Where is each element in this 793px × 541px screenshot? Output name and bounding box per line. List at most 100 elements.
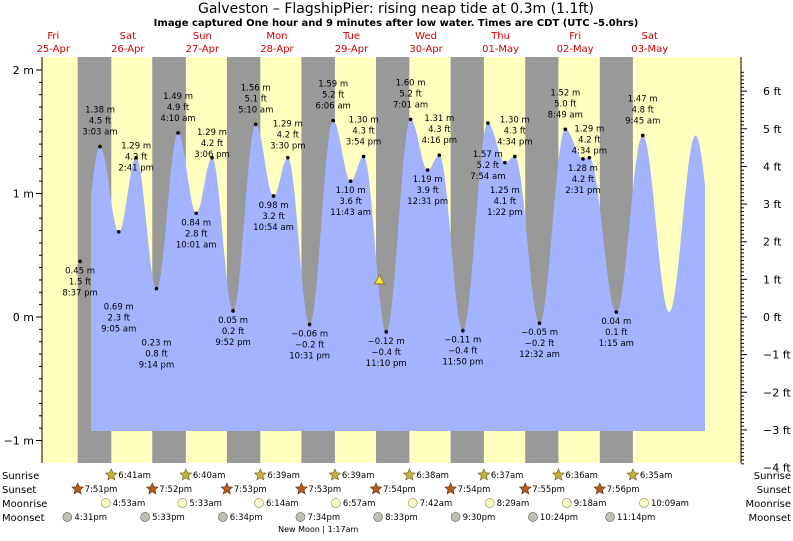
moonrise-time: 7:42am: [420, 499, 453, 509]
tide-label: 4.2 ft: [125, 153, 148, 163]
sunrise-star-icon: [477, 468, 491, 481]
day-date: 26-Apr: [111, 44, 145, 55]
moonset-time: 6:34pm: [230, 513, 263, 523]
day-name: Sat: [642, 31, 658, 42]
tide-label: 4.3 ft: [428, 125, 451, 135]
y-right-tick-label: −4 ft: [763, 462, 791, 475]
moonrise-moon-icon: [330, 498, 341, 508]
tide-label: 1.59 m: [318, 80, 348, 90]
tide-label: 10:31 pm: [289, 351, 330, 361]
sunset-time: 7:51pm: [85, 485, 118, 495]
moonset-moon-icon: [450, 512, 461, 522]
tide-label: 0.1 ft: [605, 328, 628, 338]
plot-area: [42, 57, 741, 463]
tide-label: 4.2 ft: [572, 175, 595, 185]
tide-label: 5.1 ft: [245, 94, 268, 104]
tide-point: [231, 309, 235, 313]
tide-label: 1.29 m: [121, 142, 151, 152]
sunrise-time: 6:35am: [640, 471, 673, 481]
tide-point: [361, 154, 366, 159]
tide-label: 1.19 m: [413, 175, 443, 185]
tide-point: [587, 155, 592, 160]
tide-point: [563, 127, 568, 132]
moonset-moon-icon: [295, 512, 306, 522]
tide-label: 9:14 pm: [139, 360, 174, 370]
moonset-time: 9:30pm: [463, 513, 496, 523]
day-date: 01-May: [482, 44, 519, 55]
day-name: Wed: [415, 31, 437, 42]
y-right-tick-label: 3 ft: [763, 198, 782, 211]
tide-label: 0.45 m: [65, 266, 95, 276]
tide-label: 2.8 ft: [185, 229, 208, 239]
moonset-time: 5:33pm: [152, 513, 185, 523]
y-right-tick-label: 5 ft: [763, 123, 782, 136]
sunset-star-icon: [220, 482, 234, 495]
sunrise-time: 6:38am: [416, 471, 449, 481]
moonrise-time: 6:14am: [266, 499, 299, 509]
sunrise-star-icon: [402, 468, 416, 481]
day-date: 02-May: [557, 44, 594, 55]
tide-point: [461, 328, 465, 333]
sunset-time: 7:53pm: [308, 485, 341, 495]
y-left-tick-label: 2 m: [13, 64, 34, 77]
day-date: 28-Apr: [260, 44, 294, 55]
sunset-row-label-left: Sunset: [2, 485, 36, 496]
tide-label: 3:54 pm: [346, 137, 381, 147]
y-right-tick-label: 1 ft: [763, 273, 782, 286]
day-name: Thu: [490, 31, 510, 42]
tide-label: 1.25 m: [490, 186, 520, 196]
tide-label: 0.04 m: [601, 317, 631, 327]
sunrise-time: 6:39am: [342, 471, 375, 481]
tide-label: 8:37 pm: [62, 288, 97, 298]
tide-label: 7:54 am: [470, 172, 505, 182]
tide-label: 10:01 am: [176, 240, 217, 250]
chart-subtitle: Image captured One hour and 9 minutes af…: [154, 18, 639, 29]
y-right-tick-label: 6 ft: [763, 85, 782, 98]
axes: −1 m 0 m 1 m 2 m −4 ft −3 ft −2 ft −1 ft 0 ft 1 f…: [4, 57, 791, 475]
day-date: 25-Apr: [37, 44, 71, 55]
tide-label: 3.9 ft: [416, 186, 439, 196]
day-name: Sun: [193, 31, 212, 42]
tide-label: 0.98 m: [259, 201, 289, 211]
moonrise-moon-icon: [484, 498, 495, 508]
sunrise-row-label-left: Sunrise: [2, 471, 39, 482]
tide-label: −0.06 m: [291, 329, 328, 339]
tide-label: 1.28 m: [568, 164, 598, 174]
tide-label: 4.8 ft: [632, 105, 655, 115]
sunrise-star-icon: [551, 468, 565, 481]
tide-label: 1:22 pm: [487, 208, 522, 218]
moonrise-moon-icon: [407, 498, 418, 508]
sunrise-star-icon: [104, 468, 118, 481]
tide-label: 1:15 am: [599, 339, 634, 349]
moonset-moon-icon: [373, 512, 383, 522]
chart-title: Galveston – FlagshipPier: rising neap ti…: [198, 1, 594, 17]
day-name: Tue: [342, 31, 360, 42]
tide-label: 4:34 pm: [572, 146, 607, 156]
sunrise-row-label-right: Sunrise: [754, 471, 791, 482]
sunrise-time: 6:36am: [565, 471, 598, 481]
y-left-tick-label: 1 m: [13, 188, 34, 201]
tide-point: [154, 286, 159, 291]
tide-label: 1.52 m: [550, 88, 580, 98]
tide-label: −0.11 m: [444, 336, 481, 346]
day-labels: Fri 25-Apr Sat 26-Apr Sun 27-Apr Mon 28-Apr Tue 2…: [37, 31, 669, 55]
sunset-star-icon: [145, 482, 159, 495]
tide-label: 5.0 ft: [554, 99, 577, 109]
tide-label: −0.4 ft: [371, 348, 401, 358]
moonset-row-label-left: Moonset: [2, 513, 45, 524]
day-name: Mon: [266, 31, 287, 42]
tide-label: 4:16 pm: [422, 136, 457, 146]
tide-point: [331, 118, 335, 123]
tide-label: 5:10 am: [238, 105, 273, 115]
tide-label: 1.30 m: [500, 115, 530, 125]
tide-label: 0.23 m: [142, 338, 172, 348]
moonset-moon-icon: [605, 512, 615, 522]
moonrise-time: 4:53am: [113, 499, 146, 509]
tide-labels: 0.45 m1.5 ft8:37 pm 1.38 m4.5 ft3:03 am 0.…: [62, 78, 660, 370]
tide-label: 1.29 m: [197, 128, 227, 138]
tide-label: 1.60 m: [396, 78, 426, 88]
moonrise-time: 5:33am: [189, 499, 222, 509]
moonrise-time: 6:57am: [343, 499, 376, 509]
tide-label: 2.3 ft: [108, 313, 131, 323]
